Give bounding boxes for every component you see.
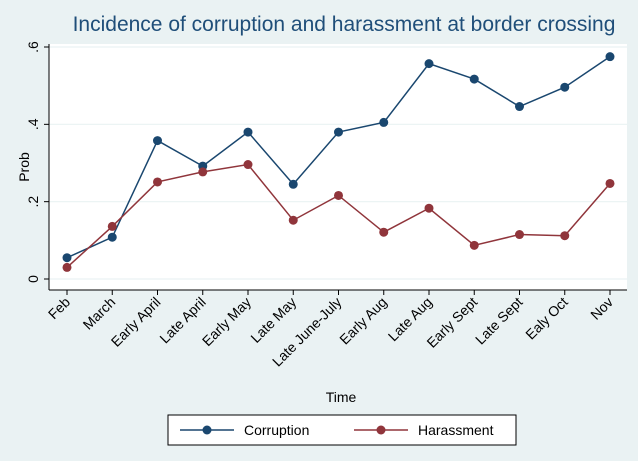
legend-marker-harassment — [376, 425, 386, 435]
legend: Corruption Harassment — [167, 414, 517, 446]
data-point-corruption — [560, 82, 570, 92]
data-point-corruption — [243, 127, 253, 137]
y-tick-label: .2 — [25, 196, 41, 208]
series-layer — [62, 52, 615, 272]
x-tick-label-early-aug: Early Aug — [336, 294, 390, 348]
grid-lines — [49, 46, 627, 280]
data-point-corruption — [379, 117, 389, 127]
x-tick-label-early-april: Early April — [108, 294, 164, 350]
series-harassment — [62, 160, 615, 272]
legend-marker-corruption — [202, 425, 212, 435]
y-tick-label: .4 — [25, 118, 41, 130]
data-point-harassment — [424, 203, 434, 213]
legend-label-corruption: Corruption — [244, 422, 309, 438]
data-point-harassment — [379, 227, 389, 237]
data-point-corruption — [469, 74, 479, 84]
x-tick-label-late-sept: Late Sept — [472, 294, 526, 348]
x-tick-label-nov: Nov — [587, 294, 616, 323]
data-point-corruption — [62, 253, 72, 263]
data-point-harassment — [107, 221, 117, 231]
x-tick-label-ealy-oct: Ealy Oct — [522, 294, 571, 343]
y-axis-ticks: 0 .2 .4 .6 — [25, 41, 49, 283]
data-point-harassment — [288, 215, 298, 225]
data-point-corruption — [288, 179, 298, 189]
x-tick-label-march: March — [80, 294, 119, 333]
data-point-harassment — [198, 167, 208, 177]
x-tick-label-early-may: Early May — [199, 294, 254, 349]
y-tick-label: 0 — [25, 275, 41, 283]
y-tick-label: .6 — [25, 41, 41, 53]
data-point-corruption — [424, 59, 434, 69]
data-point-corruption — [515, 102, 524, 112]
y-axis-label: Prob — [16, 152, 32, 182]
data-point-corruption — [153, 136, 162, 146]
data-point-corruption — [334, 127, 343, 137]
x-tick-label-feb: Feb — [45, 294, 74, 323]
data-point-corruption — [107, 232, 117, 242]
data-point-harassment — [515, 230, 524, 240]
x-axis-label: Time — [326, 389, 357, 405]
data-point-harassment — [62, 262, 72, 272]
data-point-harassment — [334, 190, 343, 200]
chart-title: Incidence of corruption and harassment a… — [73, 13, 616, 36]
data-point-harassment — [243, 160, 253, 170]
data-point-harassment — [469, 240, 479, 250]
data-point-harassment — [605, 178, 615, 188]
data-point-harassment — [153, 177, 162, 187]
plot-area — [49, 44, 627, 290]
data-point-corruption — [605, 52, 615, 62]
legend-label-harassment: Harassment — [418, 422, 494, 438]
data-point-harassment — [560, 231, 570, 241]
